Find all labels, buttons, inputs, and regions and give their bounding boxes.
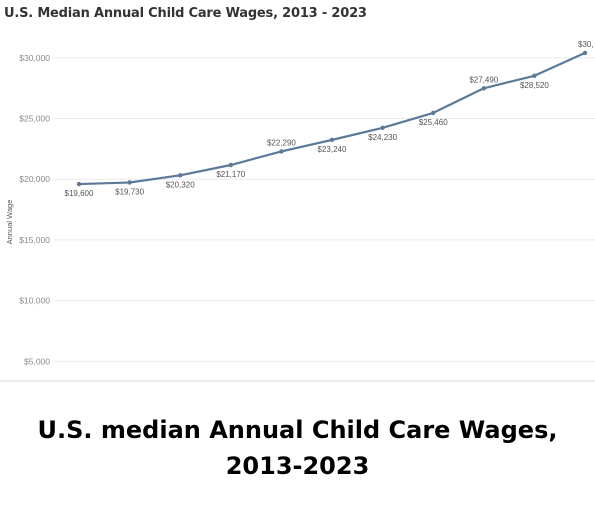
line-chart: $5,000 $10,000 $15,000 $20,000 $25,000 $30,00…	[0, 40, 595, 382]
data-point	[127, 180, 132, 185]
data-label: $19,600	[65, 189, 94, 198]
chart-title: U.S. Median Annual Child Care Wages, 201…	[4, 6, 367, 21]
data-point	[481, 86, 486, 91]
caption-line-2: 2013-2023	[225, 452, 370, 480]
data-point	[178, 173, 183, 178]
data-point	[228, 162, 233, 168]
y-tick-label: $5,000	[24, 356, 50, 366]
data-label: $20,320	[166, 180, 195, 189]
data-point	[329, 137, 335, 143]
data-point	[431, 110, 436, 116]
data-label: $25,460	[419, 118, 448, 127]
figure-caption: U.S. median Annual Child Care Wages, 201…	[0, 412, 595, 484]
caption-line-1: U.S. median Annual Child Care Wages,	[37, 416, 558, 444]
data-label: $23,240	[318, 145, 347, 154]
y-axis-label: Annual Wage	[5, 200, 14, 245]
data-label: $27,490	[469, 75, 498, 84]
data-point	[532, 73, 537, 78]
data-point	[76, 181, 82, 187]
data-point	[582, 50, 588, 56]
data-label: $28,520	[520, 81, 549, 90]
y-tick-label: $25,000	[19, 114, 50, 124]
y-tick-label: $20,000	[19, 174, 50, 184]
data-point	[279, 149, 284, 154]
data-label: $30,	[578, 40, 594, 49]
data-label: $24,230	[368, 133, 397, 142]
data-label: $19,730	[115, 187, 144, 196]
data-label: $22,290	[267, 138, 296, 147]
y-tick-label: $10,000	[19, 296, 50, 306]
data-label: $21,170	[216, 170, 245, 179]
data-point	[380, 125, 385, 131]
y-tick-label: $15,000	[19, 235, 50, 245]
y-tick-label: $30,000	[19, 53, 50, 63]
